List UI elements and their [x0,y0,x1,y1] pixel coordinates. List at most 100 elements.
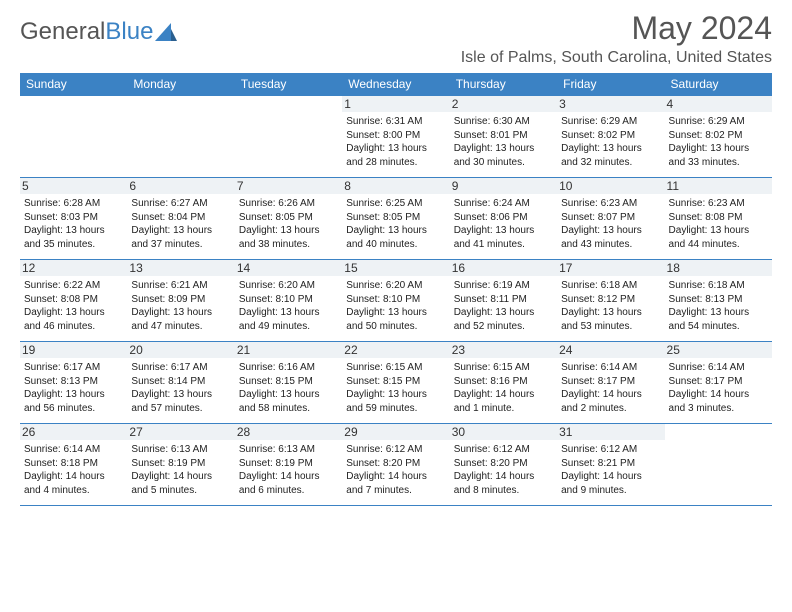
day-number: 22 [342,342,449,358]
calendar-body: ...1Sunrise: 6:31 AMSunset: 8:00 PMDayli… [20,96,772,506]
day-info: Sunrise: 6:28 AMSunset: 8:03 PMDaylight:… [24,197,123,251]
calendar-table: SundayMondayTuesdayWednesdayThursdayFrid… [20,73,772,506]
day-number: 26 [20,424,127,440]
calendar-day-cell: 3Sunrise: 6:29 AMSunset: 8:02 PMDaylight… [557,96,664,178]
day-info: Sunrise: 6:15 AMSunset: 8:16 PMDaylight:… [454,361,553,415]
day-number: 23 [450,342,557,358]
calendar-day-cell: 21 Sunrise: 6:16 AMSunset: 8:15 PMDayligh… [235,342,342,424]
day-number: 9 [450,178,557,194]
calendar-day-cell: 9Sunrise: 6:24 AMSunset: 8:06 PMDaylight… [450,178,557,260]
day-info: Sunrise: 6:26 AMSunset: 8:05 PMDaylight:… [239,197,338,251]
logo-word1: General [20,18,105,45]
calendar-day-cell: . [665,424,772,506]
day-number: 27 [127,424,234,440]
day-info: Sunrise: 6:23 AMSunset: 8:08 PMDaylight:… [669,197,768,251]
day-number: 28 [235,424,342,440]
calendar-day-cell: 31 Sunrise: 6:12 AMSunset: 8:21 PMDayligh… [557,424,664,506]
day-number: 12 [20,260,127,276]
calendar-day-cell: 27Sunrise: 6:13 AMSunset: 8:19 PMDayligh… [127,424,234,506]
calendar-day-cell: 2Sunrise: 6:30 AMSunset: 8:01 PMDaylight… [450,96,557,178]
day-header: Saturday [665,73,772,96]
day-number: 7 [235,178,342,194]
day-number: 18 [665,260,772,276]
calendar-day-cell: 14Sunrise: 6:20 AMSunset: 8:10 PMDayligh… [235,260,342,342]
logo: GeneralBlue [20,18,177,46]
day-number: 19 [20,342,127,358]
day-info: Sunrise: 6:20 AMSunset: 8:10 PMDaylight:… [239,279,338,333]
calendar-week-row: ...1Sunrise: 6:31 AMSunset: 8:00 PMDayli… [20,96,772,178]
day-info: Sunrise: 6:17 AMSunset: 8:14 PMDaylight:… [131,361,230,415]
day-header: Sunday [20,73,127,96]
calendar-day-cell: 17 Sunrise: 6:18 AMSunset: 8:12 PMDayligh… [557,260,664,342]
logo-text: GeneralBlue [20,18,153,46]
calendar-header-row: SundayMondayTuesdayWednesdayThursdayFrid… [20,73,772,96]
day-number: 21 [235,342,342,358]
day-number: 4 [665,96,772,112]
day-number: 6 [127,178,234,194]
calendar-day-cell: 28Sunrise: 6:13 AMSunset: 8:19 PMDayligh… [235,424,342,506]
logo-triangle-icon [155,23,177,41]
day-number: 15 [342,260,449,276]
calendar-week-row: 5Sunrise: 6:28 AMSunset: 8:03 PMDaylight… [20,178,772,260]
day-header: Tuesday [235,73,342,96]
day-info: Sunrise: 6:15 AMSunset: 8:15 PMDaylight:… [346,361,445,415]
calendar-day-cell: . [127,96,234,178]
day-header: Friday [557,73,664,96]
day-number: 24 [557,342,664,358]
location: Isle of Palms, South Carolina, United St… [461,49,772,67]
day-number: 29 [342,424,449,440]
day-info: Sunrise: 6:16 AMSunset: 8:15 PMDaylight:… [239,361,338,415]
day-info: Sunrise: 6:12 AMSunset: 8:21 PMDaylight:… [561,443,660,497]
calendar-day-cell: . [235,96,342,178]
day-header: Thursday [450,73,557,96]
calendar-day-cell: 29 Sunrise: 6:12 AMSunset: 8:20 PMDayligh… [342,424,449,506]
day-number: 2 [450,96,557,112]
logo-word2: Blue [105,18,153,45]
day-info: Sunrise: 6:27 AMSunset: 8:04 PMDaylight:… [131,197,230,251]
day-number: 13 [127,260,234,276]
day-header: Monday [127,73,234,96]
day-number: 30 [450,424,557,440]
day-number: 8 [342,178,449,194]
calendar-day-cell: 25Sunrise: 6:14 AMSunset: 8:17 PMDayligh… [665,342,772,424]
day-info: Sunrise: 6:23 AMSunset: 8:07 PMDaylight:… [561,197,660,251]
calendar-day-cell: 7 Sunrise: 6:26 AMSunset: 8:05 PMDaylight… [235,178,342,260]
calendar-day-cell: 26 Sunrise: 6:14 AMSunset: 8:18 PMDayligh… [20,424,127,506]
day-info: Sunrise: 6:22 AMSunset: 8:08 PMDaylight:… [24,279,123,333]
calendar-week-row: 19 Sunrise: 6:17 AMSunset: 8:13 PMDayligh… [20,342,772,424]
calendar-day-cell: 30Sunrise: 6:12 AMSunset: 8:20 PMDayligh… [450,424,557,506]
day-info: Sunrise: 6:17 AMSunset: 8:13 PMDaylight:… [24,361,123,415]
day-number: 20 [127,342,234,358]
day-info: Sunrise: 6:18 AMSunset: 8:12 PMDaylight:… [561,279,660,333]
day-info: Sunrise: 6:29 AMSunset: 8:02 PMDaylight:… [561,115,660,169]
day-number: 11 [665,178,772,194]
month-title: May 2024 [461,10,772,47]
day-number: 16 [450,260,557,276]
calendar-day-cell: 13 Sunrise: 6:21 AMSunset: 8:09 PMDayligh… [127,260,234,342]
calendar-day-cell: 18 Sunrise: 6:18 AMSunset: 8:13 PMDayligh… [665,260,772,342]
day-info: Sunrise: 6:29 AMSunset: 8:02 PMDaylight:… [669,115,768,169]
day-info: Sunrise: 6:14 AMSunset: 8:17 PMDaylight:… [669,361,768,415]
day-info: Sunrise: 6:18 AMSunset: 8:13 PMDaylight:… [669,279,768,333]
day-info: Sunrise: 6:12 AMSunset: 8:20 PMDaylight:… [346,443,445,497]
calendar-day-cell: 15 Sunrise: 6:20 AMSunset: 8:10 PMDayligh… [342,260,449,342]
day-info: Sunrise: 6:14 AMSunset: 8:18 PMDaylight:… [24,443,123,497]
day-info: Sunrise: 6:21 AMSunset: 8:09 PMDaylight:… [131,279,230,333]
calendar-day-cell: 22 Sunrise: 6:15 AMSunset: 8:15 PMDayligh… [342,342,449,424]
calendar-day-cell: 5Sunrise: 6:28 AMSunset: 8:03 PMDaylight… [20,178,127,260]
day-number: 31 [557,424,664,440]
day-info: Sunrise: 6:20 AMSunset: 8:10 PMDaylight:… [346,279,445,333]
day-info: Sunrise: 6:31 AMSunset: 8:00 PMDaylight:… [346,115,445,169]
calendar-day-cell: 1Sunrise: 6:31 AMSunset: 8:00 PMDaylight… [342,96,449,178]
calendar-day-cell: 23 Sunrise: 6:15 AMSunset: 8:16 PMDayligh… [450,342,557,424]
day-info: Sunrise: 6:14 AMSunset: 8:17 PMDaylight:… [561,361,660,415]
day-info: Sunrise: 6:19 AMSunset: 8:11 PMDaylight:… [454,279,553,333]
calendar-day-cell: 11 Sunrise: 6:23 AMSunset: 8:08 PMDayligh… [665,178,772,260]
title-block: May 2024 Isle of Palms, South Carolina, … [461,10,772,67]
day-header: Wednesday [342,73,449,96]
calendar-day-cell: 19 Sunrise: 6:17 AMSunset: 8:13 PMDayligh… [20,342,127,424]
day-number: 17 [557,260,664,276]
calendar-week-row: 26 Sunrise: 6:14 AMSunset: 8:18 PMDayligh… [20,424,772,506]
calendar-day-cell: 12 Sunrise: 6:22 AMSunset: 8:08 PMDayligh… [20,260,127,342]
day-info: Sunrise: 6:25 AMSunset: 8:05 PMDaylight:… [346,197,445,251]
